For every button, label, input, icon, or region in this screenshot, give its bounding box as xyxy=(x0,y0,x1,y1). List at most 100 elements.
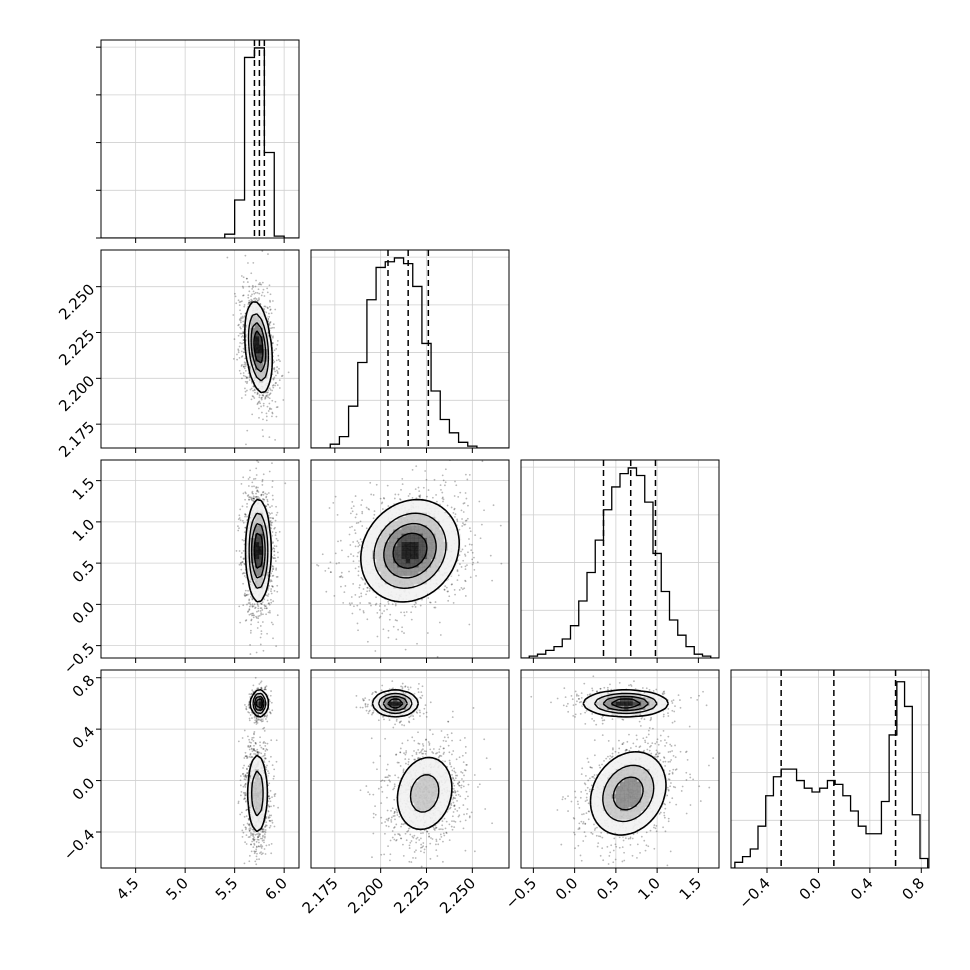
scatter-point xyxy=(274,557,277,560)
scatter-point xyxy=(253,297,255,300)
density-cell xyxy=(405,563,411,568)
density-cell xyxy=(258,592,264,598)
density-cell xyxy=(263,319,268,325)
histogram-panel-1 xyxy=(310,249,510,453)
scatter-point xyxy=(246,376,248,379)
scatter-point xyxy=(273,557,276,559)
scatter-point xyxy=(317,564,320,567)
density-cell xyxy=(422,575,428,581)
scatter-point xyxy=(271,585,274,588)
scatter-point xyxy=(268,511,270,514)
density-cell xyxy=(397,592,402,598)
density-cell xyxy=(246,529,251,535)
scatter-point xyxy=(261,498,264,500)
scatter-point xyxy=(241,561,244,563)
scatter-point xyxy=(439,634,442,636)
scatter-point xyxy=(405,611,408,613)
scatter-point xyxy=(450,583,453,586)
density-cell xyxy=(250,302,256,308)
scatter-point xyxy=(269,293,272,296)
panel-content xyxy=(101,40,299,238)
scatter-point xyxy=(273,366,276,369)
scatter-point xyxy=(276,511,279,514)
scatter-point xyxy=(277,358,280,361)
scatter-point xyxy=(464,579,467,582)
density-cell xyxy=(263,559,268,564)
scatter-point xyxy=(244,526,247,529)
density-cell xyxy=(267,361,273,367)
scatter-point xyxy=(246,281,249,283)
scatter-point xyxy=(476,561,479,564)
density-cell xyxy=(426,567,432,573)
scatter-point xyxy=(274,382,277,385)
scatter-point xyxy=(379,602,382,605)
scatter-point xyxy=(461,525,464,527)
scatter-point xyxy=(352,555,355,557)
scatter-point xyxy=(237,348,240,351)
scatter-point xyxy=(244,365,247,368)
scatter-point xyxy=(248,302,251,305)
scatter-point xyxy=(365,527,368,530)
scatter-point xyxy=(267,593,270,596)
scatter-point xyxy=(464,565,467,568)
scatter-point xyxy=(249,388,252,391)
scatter-point xyxy=(263,295,266,297)
density-cell xyxy=(393,525,398,530)
density-cell xyxy=(393,529,398,535)
density-cell xyxy=(384,521,390,526)
scatter-point xyxy=(249,631,252,634)
scatter-point xyxy=(367,507,370,510)
density-cell xyxy=(380,559,386,564)
density-cell xyxy=(393,588,398,594)
density-cell xyxy=(258,542,264,547)
scatter-panel-1-0 xyxy=(96,249,300,453)
density-cell xyxy=(426,516,432,522)
density-cell xyxy=(388,571,394,577)
scatter-point xyxy=(387,629,390,632)
scatter-point xyxy=(239,317,242,320)
scatter-point xyxy=(246,389,248,392)
density-cell xyxy=(393,508,398,514)
density-cell xyxy=(447,533,453,539)
scatter-point xyxy=(260,283,263,286)
scatter-point xyxy=(275,531,277,534)
scatter-point xyxy=(386,484,389,487)
density-cell xyxy=(431,571,436,577)
scatter-point xyxy=(273,368,276,371)
scatter-point xyxy=(266,500,269,503)
scatter-point xyxy=(464,553,466,556)
density-cell xyxy=(414,546,419,551)
density-cell xyxy=(401,584,407,589)
scatter-point xyxy=(257,607,260,610)
scatter-point xyxy=(262,404,265,407)
density-cell xyxy=(435,508,440,514)
density-cell xyxy=(414,559,419,564)
scatter-point xyxy=(272,323,275,326)
scatter-point xyxy=(397,628,400,631)
density-cell xyxy=(258,319,264,325)
scatter-point xyxy=(242,558,245,560)
density-cell xyxy=(418,508,424,514)
scatter-point xyxy=(351,612,354,615)
scatter-point xyxy=(278,379,281,382)
scatter-point xyxy=(268,284,271,287)
scatter-point xyxy=(376,635,379,638)
scatter-point xyxy=(407,495,410,497)
scatter-point xyxy=(264,305,267,308)
density-cell xyxy=(426,512,432,518)
scatter-point xyxy=(268,305,271,308)
scatter-point xyxy=(262,394,265,396)
scatter-point xyxy=(276,339,279,342)
scatter-point xyxy=(491,579,494,582)
scatter-point xyxy=(274,534,277,536)
scatter-point xyxy=(271,486,274,488)
density-cell xyxy=(418,521,424,526)
scatter-point xyxy=(388,618,391,621)
scatter-point xyxy=(255,495,258,498)
scatter-point xyxy=(337,540,339,543)
scatter-point xyxy=(261,601,264,604)
density-cell xyxy=(258,386,264,392)
density-cell xyxy=(405,571,411,577)
density-cell xyxy=(384,533,390,539)
scatter-point xyxy=(261,291,264,294)
